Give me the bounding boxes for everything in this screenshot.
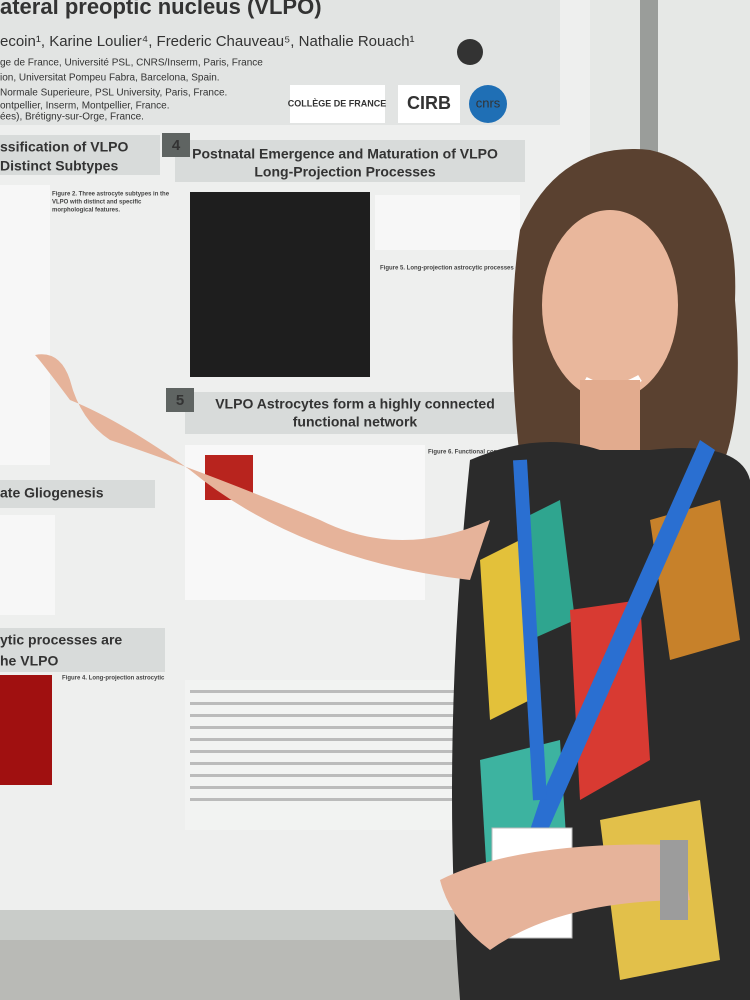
text-lines (190, 690, 490, 801)
logo (469, 85, 507, 123)
section-number: 5 (176, 392, 184, 409)
plot-panel (0, 515, 55, 615)
section-title: Long-Projection Processes (254, 164, 435, 180)
caption: Figure 6. Functional connectivity of (428, 450, 530, 456)
logo (290, 85, 385, 123)
section-title: functional network (293, 414, 418, 430)
section-bar (185, 392, 525, 434)
caption: Figure 2. Three astrocyte subtypes in th… (52, 192, 170, 198)
poster-title: ateral preoptic nucleus (VLPO) (0, 0, 322, 19)
affiliation: ge de France, Université PSL, CNRS/Inser… (0, 58, 263, 69)
section-title: he VLPO (0, 653, 58, 669)
section-bar (0, 628, 165, 672)
section-title: ate Gliogenesis (0, 485, 104, 501)
section-title: ssification of VLPO (0, 139, 128, 155)
logo-text: COLLÈGE DE FRANCE (288, 98, 387, 108)
section-bar (0, 135, 160, 175)
authors: ecoin¹, Karine Loulier⁴, Frederic Chauve… (0, 33, 415, 50)
affiliation: ion, Universitat Pompeu Fabra, Barcelona… (0, 73, 220, 84)
floor (0, 940, 460, 1000)
logo-text: cnrs (476, 95, 501, 110)
section-number-box (166, 388, 194, 412)
section-title: Distinct Subtypes (0, 158, 118, 174)
affiliation: ontpellier, Inserm, Montpellier, France. (0, 101, 170, 112)
section-title: Postnatal Emergence and Maturation of VL… (192, 146, 498, 162)
section-bar (175, 140, 525, 182)
plot-panel (375, 195, 520, 250)
section-number: 4 (172, 137, 181, 154)
microscopy-panel (190, 192, 370, 377)
logo (398, 85, 460, 123)
section-title: ytic processes are (0, 632, 122, 648)
plot-panel (0, 185, 50, 465)
logo (457, 39, 483, 65)
affiliation: ées), Brétigny-sur-Orge, France. (0, 112, 144, 123)
caption: morphological features. (52, 208, 120, 214)
section-title: VLPO Astrocytes form a highly connected (215, 396, 495, 412)
affiliation: Normale Superieure, PSL University, Pari… (0, 88, 227, 99)
person (35, 149, 750, 1000)
microscopy-panel (0, 675, 52, 785)
section-bar (0, 480, 155, 508)
logo-text: CIRB (407, 93, 451, 113)
caption: Figure 5. Long-projection astrocytic pro… (380, 266, 537, 272)
section-number-box (162, 133, 190, 157)
caption: Figure 4. Long-projection astrocytic (62, 676, 165, 682)
caption: VLPO with distinct and specific (52, 200, 142, 206)
